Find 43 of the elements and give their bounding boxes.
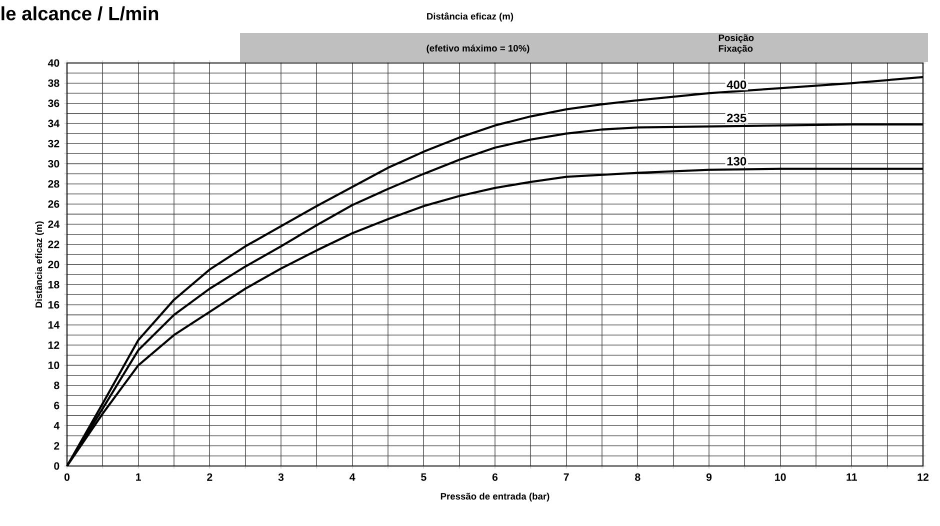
x-tick-label: 3	[278, 473, 284, 481]
x-tick-label: 5	[421, 473, 426, 481]
y-tick-label: 14	[48, 321, 60, 329]
text: le alcance / L/min	[2, 6, 158, 21]
x-tick-label: 0	[64, 473, 70, 481]
x-tick-label: 6	[492, 473, 498, 481]
chart-title: Distância eficaz (m)	[427, 12, 514, 22]
x-tick-label: 12	[918, 473, 928, 481]
series-label: 130	[727, 157, 746, 166]
series-label: 400	[726, 80, 746, 89]
y-tick-label: 36	[48, 100, 60, 108]
y-tick-label: 20	[48, 260, 60, 268]
y-tick-label: 8	[54, 382, 60, 390]
x-tick-label: 4	[350, 473, 356, 481]
y-tick-label: 16	[48, 301, 60, 309]
y-tick-label: 4	[54, 422, 60, 430]
y-tick-label: 34	[48, 120, 60, 128]
y-tick-label: 32	[48, 140, 60, 148]
x-axis-title: Pressão de entrada (bar)	[440, 492, 550, 502]
x-tick-label: 10	[775, 473, 786, 481]
y-tick-label: 6	[54, 402, 60, 410]
x-tick-label: 2	[207, 473, 212, 481]
x-tick-label: 9	[706, 473, 712, 481]
y-tick-label: 26	[48, 200, 60, 208]
y-axis-title: Distância eficaz (m)	[35, 221, 44, 308]
chart-subtitle: (efetivo máximo = 10%)	[426, 44, 530, 54]
y-tick-label: 40	[48, 59, 60, 67]
y-tick-label: 24	[48, 220, 60, 228]
y-tick-label: 2	[54, 442, 60, 450]
x-tick-label: 1	[136, 473, 141, 481]
legend-title: Posição Fixação	[718, 34, 754, 54]
x-tick-label: 8	[635, 473, 640, 481]
y-tick-label: 22	[48, 240, 60, 248]
y-tick-label: 10	[48, 361, 60, 370]
x-tick-label: 11	[846, 473, 857, 481]
y-tick-label: 30	[48, 160, 60, 168]
y-tick-label: 28	[48, 180, 60, 188]
y-tick-label: 0	[54, 462, 60, 470]
x-tick-label: 7	[564, 473, 569, 481]
series-label: 235	[727, 114, 746, 122]
y-tick-label: 18	[48, 280, 60, 288]
y-tick-label: 38	[48, 79, 60, 87]
y-tick-label: 12	[48, 341, 60, 349]
